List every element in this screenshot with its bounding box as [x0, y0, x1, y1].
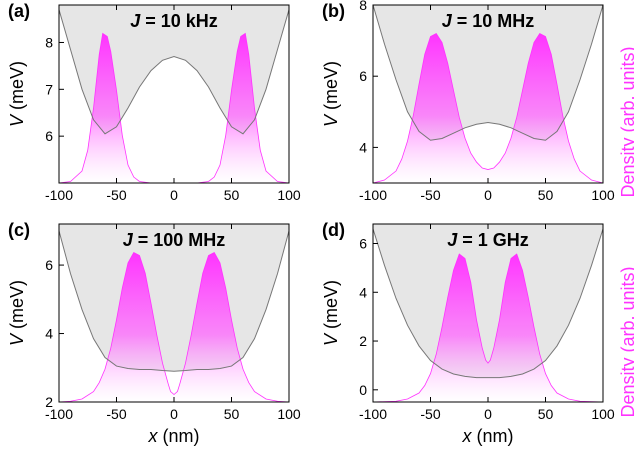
density-area	[59, 32, 289, 183]
panel-label: (d)	[322, 220, 345, 240]
y-tick-label: 7	[45, 81, 53, 97]
potential-line	[59, 9, 289, 135]
y-tick-label: 4	[359, 139, 367, 155]
panel-title: J = 10 kHz	[130, 11, 218, 31]
density-label-bottom: Density (arb. units)	[618, 266, 634, 417]
potential-fill	[373, 224, 603, 378]
panel-label: (b)	[322, 1, 345, 21]
x-tick-label: 50	[224, 406, 240, 422]
x-tick-label: 0	[170, 187, 178, 203]
panel-d: -100 -50 0 50 100 0 2 4 6 (d) J = 1 GHz V (meV) x (n…	[321, 220, 615, 446]
x-tick-label: 0	[484, 187, 492, 203]
density-label-top: Density (arb. units)	[618, 46, 634, 197]
x-tick-label: 100	[277, 406, 301, 422]
y-tick-label: 8	[359, 0, 367, 13]
x-tick-label: -50	[420, 406, 440, 422]
density-area	[373, 253, 603, 402]
panel-a: -100 -50 0 50 100 6 7 8 (a) J = 10 kHz V (meV)	[7, 1, 301, 203]
x-tick-label: -100	[45, 406, 73, 422]
y-axis-label: V (meV)	[7, 280, 27, 346]
y-tick-label: 6	[359, 236, 367, 252]
x-tick-label: -100	[45, 187, 73, 203]
plot-area	[373, 5, 603, 183]
plot-area	[373, 224, 603, 402]
y-tick-label: 0	[359, 382, 367, 398]
x-axis-label: x (nm)	[462, 426, 514, 446]
y-tick-label: 6	[359, 68, 367, 84]
y-axis-label: V (meV)	[321, 280, 341, 346]
x-tick-label: -100	[359, 406, 387, 422]
potential-line	[59, 230, 289, 372]
panel-b: -100 -50 0 50 100 4 6 8 (b) J = 10 MHz V (meV)	[321, 0, 615, 203]
y-tick-label: 4	[359, 284, 367, 300]
x-tick-label: -50	[106, 187, 126, 203]
y-axis-label: V (meV)	[321, 61, 341, 127]
x-tick-label: 50	[538, 187, 554, 203]
y-tick-label: 6	[45, 128, 53, 144]
panel-label: (c)	[8, 220, 30, 240]
x-tick-label: -50	[420, 187, 440, 203]
x-tick-label: -50	[106, 406, 126, 422]
potential-line	[373, 228, 603, 379]
x-tick-label: 0	[170, 406, 178, 422]
plot-area	[59, 224, 289, 402]
plot-area	[59, 5, 289, 183]
density-area	[373, 32, 603, 183]
y-axis-label: V (meV)	[7, 61, 27, 127]
x-tick-label: 100	[591, 406, 615, 422]
x-axis-label: x (nm)	[148, 426, 200, 446]
potential-line	[373, 5, 603, 141]
y-tick-label: 4	[45, 326, 53, 342]
panel-c: -100 -50 0 50 100 2 4 6 (c) J = 100 MHz V (meV) x (…	[7, 220, 301, 446]
panel-label: (a)	[8, 1, 30, 21]
x-tick-label: 100	[591, 187, 615, 203]
x-tick-label: 50	[224, 187, 240, 203]
panel-title: J = 10 MHz	[442, 11, 535, 31]
x-tick-label: -100	[359, 187, 387, 203]
panel-title: J = 100 MHz	[123, 230, 226, 250]
x-tick-label: 50	[538, 406, 554, 422]
density-area	[59, 251, 289, 402]
y-tick-label: 6	[45, 257, 53, 273]
x-tick-label: 100	[277, 187, 301, 203]
y-tick-label: 8	[45, 34, 53, 50]
panel-title: J = 1 GHz	[447, 230, 529, 250]
x-tick-label: 0	[484, 406, 492, 422]
y-tick-label: 2	[359, 333, 367, 349]
y-tick-label: 2	[45, 394, 53, 410]
